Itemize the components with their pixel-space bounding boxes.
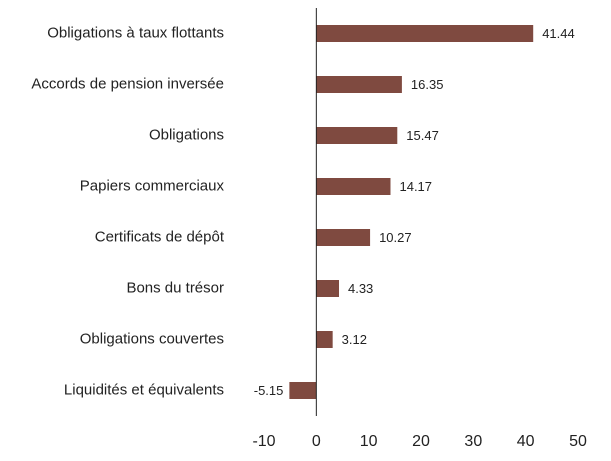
value-label: 4.33 — [348, 281, 373, 296]
x-tick-label: 0 — [312, 433, 321, 450]
y-tick-label: Obligations couvertes — [80, 330, 224, 347]
value-label: 15.47 — [406, 128, 439, 143]
value-label: -5.15 — [254, 383, 284, 398]
bar — [316, 280, 339, 297]
bar — [289, 382, 317, 399]
bar — [316, 229, 371, 246]
y-tick-label: Accords de pension inversée — [31, 75, 224, 92]
x-tick-label: 20 — [412, 433, 430, 450]
y-tick-label: Liquidités et équivalents — [64, 381, 224, 398]
y-tick-label: Bons du trésor — [126, 279, 224, 296]
bar — [316, 331, 333, 348]
bar — [316, 76, 402, 93]
y-tick-label: Obligations à taux flottants — [47, 24, 224, 41]
value-label: 14.17 — [399, 179, 432, 194]
value-label: 16.35 — [411, 77, 444, 92]
x-tick-label: -10 — [252, 433, 275, 450]
y-tick-label: Certificats de dépôt — [95, 228, 225, 245]
value-label: 41.44 — [542, 26, 575, 41]
x-tick-label: 50 — [569, 433, 587, 450]
y-tick-label: Obligations — [149, 126, 224, 143]
bar — [316, 178, 391, 195]
y-tick-label: Papiers commerciaux — [80, 177, 225, 194]
value-label: 3.12 — [342, 332, 367, 347]
x-tick-label: 40 — [517, 433, 535, 450]
x-tick-label: 30 — [464, 433, 482, 450]
value-label: 10.27 — [379, 230, 412, 245]
bar — [316, 25, 534, 42]
x-tick-label: 10 — [360, 433, 378, 450]
bar — [316, 127, 398, 144]
